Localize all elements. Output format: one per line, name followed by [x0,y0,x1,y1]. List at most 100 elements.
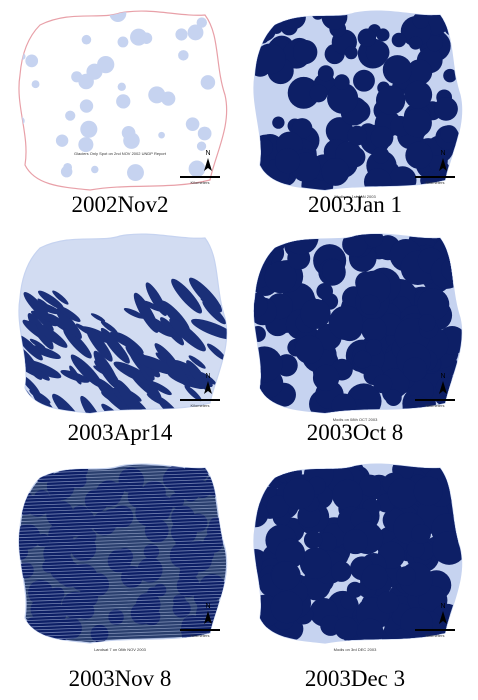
scan-stripe [18,484,227,494]
map-panel: N Kilometers Modis on 1st JAN 2003 [253,10,463,199]
snow-patch [282,11,306,29]
snow-patch [266,495,290,518]
snow-patch [388,166,417,191]
snow-patch [275,538,306,569]
north-label: N [205,373,210,380]
north-arrow [204,158,212,171]
north-label: N [440,150,445,157]
snow-streak [147,319,173,337]
snow-patch [253,346,283,383]
snow-streak [23,292,52,322]
snow-patch [373,374,393,394]
scan-stripe [18,542,227,552]
snow-patch [316,282,333,300]
scan-stripe [18,564,227,574]
snow-patch [18,169,25,179]
snow-patch [353,350,372,369]
snow-patch [434,96,458,121]
snow-patch [365,339,383,356]
scan-stripe [18,513,227,523]
snow-streak [139,366,150,382]
scan-stripe [18,468,227,478]
scan-stripe [18,464,227,465]
scan-stripe [18,625,227,635]
snow-patch [91,165,99,174]
snow-patch [192,481,206,495]
snow-patch [340,593,357,610]
map-cover [18,464,227,644]
snow-patch [253,178,266,191]
snow-patch [303,530,323,549]
scan-stripe [18,552,227,561]
map-note: Modis on 3rd DEC 2003 [334,647,377,652]
snow-streak [93,365,109,376]
scan-stripe [18,600,227,609]
north-label: N [440,603,445,610]
scan-stripe [18,504,227,513]
panel-caption: 2003Apr14 [68,420,173,445]
snow-streak [188,277,222,313]
snow-streak [69,365,82,385]
north-label: N [440,373,445,380]
snow-patch [382,55,413,85]
snow-patch [275,148,301,174]
snow-patch [142,607,161,626]
snow-patch [405,141,433,169]
scan-stripe [18,516,227,526]
snow-streak [34,310,54,331]
scan-stripe [18,491,227,500]
snow-patch [127,164,144,182]
north-arrow [439,381,447,394]
scale-label: Kilometers [191,633,210,638]
snow-patch [157,507,170,521]
snow-patch [265,234,285,254]
scan-stripe [18,606,227,616]
snow-patch [365,40,390,65]
snow-streak [199,371,217,385]
map-note: Modis on 1st JAN 2003 [334,194,376,199]
snow-patch [387,477,419,509]
snow-streak [21,375,41,397]
snow-patch [46,472,75,500]
snow-streak [188,355,206,369]
snow-streak [101,403,125,414]
snow-streak [19,364,48,379]
snow-patch [321,157,350,186]
scale-bar [180,629,220,631]
snow-patch [161,91,176,106]
snow-patch [253,234,273,258]
scan-stripe [18,577,227,587]
scan-stripe [18,529,227,539]
snow-patch [342,529,368,555]
north-arrow [439,158,447,171]
snow-streak [149,381,172,396]
snow-patch [148,86,166,104]
map-cover [18,11,216,191]
snow-patch [344,46,358,60]
snow-patch [312,364,340,392]
snow-patch [408,36,423,50]
snow-streak [171,278,203,314]
snow-patch [328,305,364,341]
snow-patch [372,146,390,164]
snow-patch [271,561,301,591]
snow-patch [81,34,92,45]
snow-patch [411,524,431,544]
snow-patch [391,628,411,644]
snow-patch [18,116,25,126]
scan-stripe [18,472,227,481]
snow-patch [412,12,430,29]
panel-caption: 2003Oct 8 [307,420,403,445]
scan-stripe [18,568,227,577]
scan-stripe [18,616,227,625]
snow-patch [79,99,94,113]
scan-stripe [18,603,227,612]
scan-stripe [18,497,227,507]
snow-patch [80,120,98,138]
snow-patch [413,476,443,506]
map-cover [18,277,227,414]
snow-patch [357,28,377,48]
snow-patch [117,36,129,48]
snow-patch [141,564,159,582]
